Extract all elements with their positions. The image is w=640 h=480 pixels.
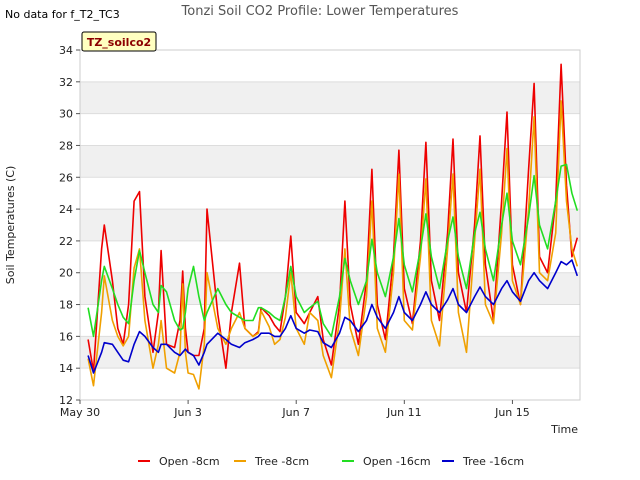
y-tick-label: 18 xyxy=(59,299,73,312)
x-tick-label: Jun 7 xyxy=(281,406,310,419)
y-tick-label: 30 xyxy=(59,108,73,121)
y-tick-label: 12 xyxy=(59,394,73,407)
background-band xyxy=(80,81,580,114)
background-band xyxy=(80,145,580,178)
x-tick-label: Jun 11 xyxy=(386,406,422,419)
y-tick-label: 20 xyxy=(59,267,73,280)
background-band xyxy=(80,240,580,273)
badge-label: TZ_soilco2 xyxy=(87,36,151,49)
x-tick-label: May 30 xyxy=(60,406,100,419)
x-tick-label: Jun 15 xyxy=(494,406,530,419)
legend-label: Tree -8cm xyxy=(254,455,309,468)
y-tick-label: 28 xyxy=(59,139,73,152)
background-band xyxy=(80,50,580,82)
legend-label: Tree -16cm xyxy=(462,455,524,468)
y-axis-label: Soil Temperatures (C) xyxy=(4,166,17,285)
background-band xyxy=(80,304,580,337)
y-tick-label: 14 xyxy=(59,362,73,375)
badge-box xyxy=(81,31,157,52)
y-tick-label: 26 xyxy=(59,171,73,184)
x-tick-label: Jun 3 xyxy=(173,406,202,419)
x-axis-label: Time xyxy=(550,423,578,436)
plot-frame xyxy=(79,49,581,401)
series-line-tree-8cm xyxy=(87,100,579,390)
y-tick-label: 32 xyxy=(59,76,73,89)
chart-title: Tonzi Soil CO2 Profile: Lower Temperatur… xyxy=(181,4,459,19)
background-band xyxy=(80,209,580,241)
series-line-open-16cm xyxy=(87,163,579,338)
series-lines xyxy=(87,63,579,390)
legend: Open -8cm Tree -8cm Open -16cm Tree -16cm xyxy=(138,455,524,468)
y-tick-label: 16 xyxy=(59,330,73,343)
y-tick-label: 24 xyxy=(59,203,73,216)
badge: TZ_soilco2 xyxy=(81,31,157,52)
series-line-tree-16cm xyxy=(87,259,579,374)
y-tick-label: 22 xyxy=(59,235,73,248)
background-band xyxy=(80,272,580,305)
axis-ticks: 12 14 16 18 20 22 24 26 28 30 32 34 May 30 Jun 3 Jun 7… xyxy=(59,44,530,419)
background-band xyxy=(80,177,580,210)
legend-label: Open -16cm xyxy=(363,455,431,468)
y-tick-label: 34 xyxy=(59,44,73,57)
legend-label: Open -8cm xyxy=(159,455,220,468)
background-band xyxy=(80,113,580,146)
no-data-note: No data for f_T2_TC3 xyxy=(5,8,120,21)
